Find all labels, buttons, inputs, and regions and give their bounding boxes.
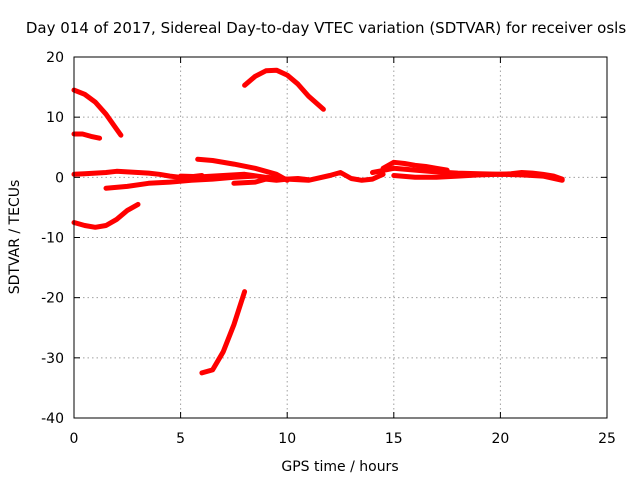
series-arc-declining [195, 156, 290, 183]
series-layer [71, 67, 565, 376]
y-tick-label: -30 [41, 351, 64, 367]
x-tick-label: 15 [385, 431, 403, 447]
series-arc-afternoon-high [380, 159, 450, 173]
y-tick-label: -10 [41, 231, 64, 247]
series-arc-negative-start [71, 201, 141, 230]
x-tick-label: 10 [278, 431, 296, 447]
y-tick-label: 0 [55, 170, 64, 186]
series-arc-mid-start [71, 131, 103, 141]
y-tick-label: 20 [46, 50, 64, 66]
x-tick-label: 20 [491, 431, 509, 447]
series-arc-late [497, 170, 565, 182]
x-tick-label: 0 [70, 431, 79, 447]
series-arc-wobble-dip [231, 176, 311, 186]
x-axis-label: GPS time / hours [281, 459, 398, 475]
y-tick-label: -40 [41, 411, 64, 427]
series-arc-peak [242, 67, 326, 112]
series-arc-high-start [71, 87, 124, 138]
grid-lines [74, 57, 607, 418]
axis-ticks: 0 5 10 15 20 25 -40 -30 -20 -10 0 10 20 [41, 50, 616, 447]
chart-title: Day 014 of 2017, Sidereal Day-to-day VTE… [26, 19, 626, 37]
x-tick-label: 25 [598, 431, 616, 447]
y-axis-label: SDTVAR / TECUs [7, 180, 23, 295]
y-tick-label: 10 [46, 110, 64, 126]
y-tick-label: -20 [41, 291, 64, 307]
x-tick-label: 5 [176, 431, 185, 447]
series-arc-steep-rise [199, 289, 248, 376]
